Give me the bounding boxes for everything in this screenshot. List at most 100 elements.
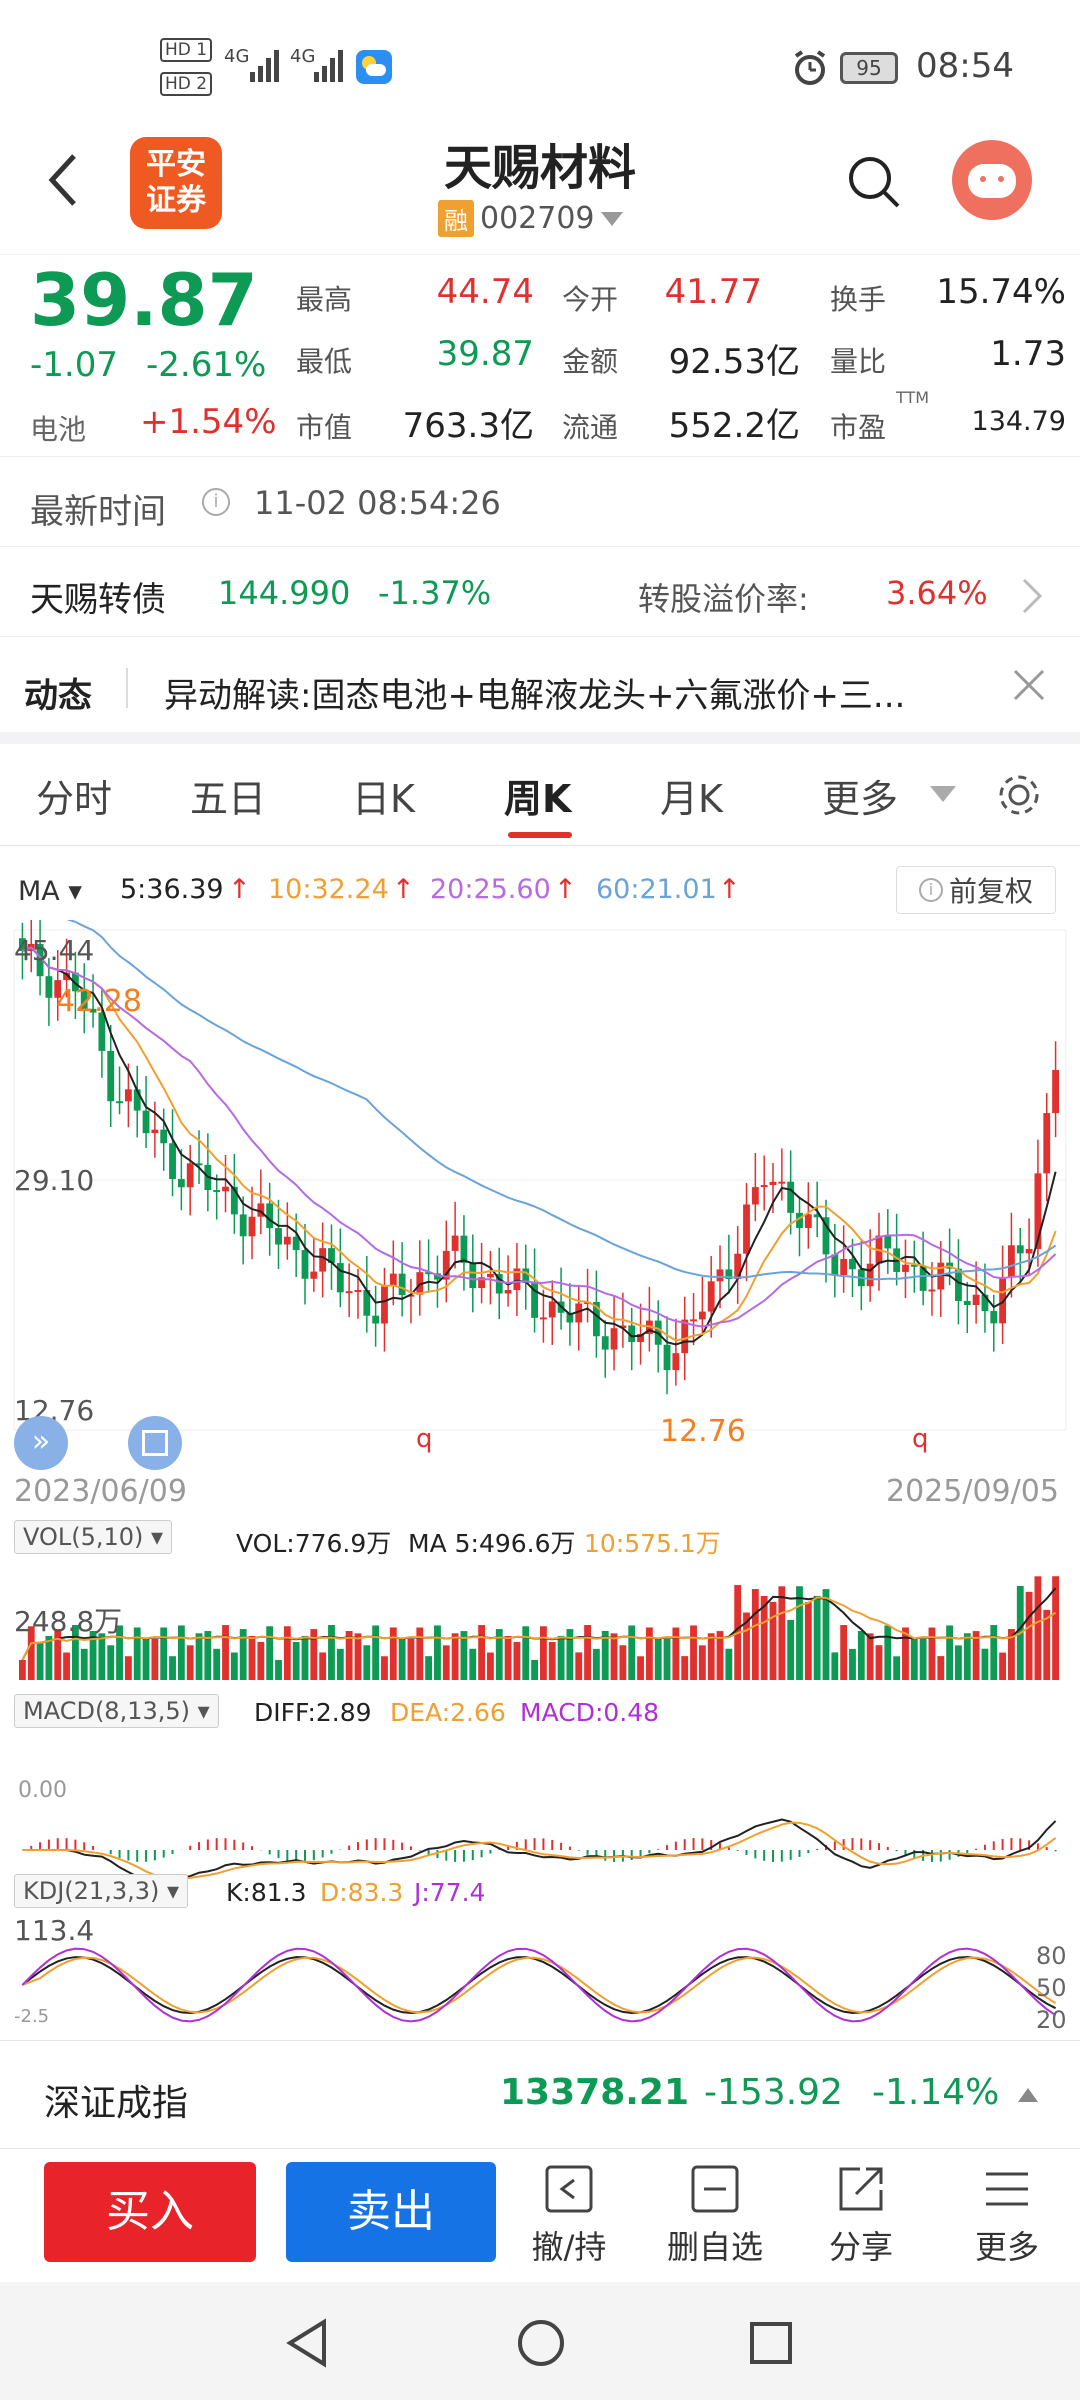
back-icon[interactable] [44, 150, 84, 210]
moving-average-lines [22, 920, 1057, 1346]
macd-bar [418, 1850, 421, 1851]
macd-bar [816, 1848, 819, 1850]
macd-bar [1001, 1839, 1004, 1850]
tab-five-day[interactable]: 五日 [190, 777, 267, 821]
chevron-up-icon[interactable] [1018, 2088, 1038, 2102]
candle-body [1016, 1245, 1024, 1254]
volume-bar [328, 1625, 335, 1680]
candle-body [213, 1190, 221, 1193]
macd-bar [568, 1846, 571, 1850]
kdj-indicator-selector[interactable]: KDJ(21,3,3) ▾ [14, 1874, 189, 1908]
price-change-pct: -2.61% [146, 345, 267, 385]
sell-button[interactable]: 卖出 [286, 2162, 496, 2262]
volume-bar [972, 1631, 980, 1680]
search-icon[interactable] [846, 154, 902, 210]
index-change: -153.92 [704, 2072, 843, 2113]
nav-recents-icon[interactable] [748, 2320, 794, 2366]
j-line [21, 1947, 1057, 2023]
sector-change[interactable]: +1.54% [140, 402, 277, 442]
candle-body [478, 1277, 486, 1289]
candle-body [928, 1289, 936, 1292]
withdraw-button[interactable]: 撤/持 [514, 2164, 624, 2268]
macd-bar [763, 1850, 766, 1861]
premium-value: 3.64% [886, 574, 988, 612]
more-button[interactable]: 更多 [952, 2164, 1062, 2268]
candle-body [919, 1266, 927, 1291]
volume-bar [637, 1656, 644, 1680]
tab-weekly-k[interactable]: 周K [504, 777, 572, 821]
close-icon[interactable] [1012, 668, 1046, 702]
macd-bar [198, 1842, 201, 1850]
tab-monthly-k[interactable]: 月K [660, 777, 723, 821]
index-bar[interactable] [0, 2040, 1080, 2148]
candle-body [796, 1212, 803, 1229]
tab-daily-k[interactable]: 日K [352, 777, 415, 821]
macd-bar [330, 1850, 333, 1854]
candle-body [54, 980, 62, 998]
alarm-icon [794, 50, 826, 85]
nav-back-icon[interactable] [284, 2318, 330, 2368]
candle-body [522, 1268, 530, 1284]
macd-bar [542, 1838, 545, 1850]
ma-selector[interactable]: MA ▾ [18, 876, 82, 907]
chevron-down-icon[interactable] [930, 786, 956, 802]
adjust-mode-button[interactable]: i 前复权 [896, 866, 1056, 914]
info-icon[interactable]: i [202, 488, 230, 516]
vol-indicator-selector[interactable]: VOL(5,10) ▾ [14, 1520, 173, 1554]
volume-bar [319, 1652, 327, 1680]
tab-more[interactable]: 更多 [822, 777, 899, 821]
volume-bar [116, 1625, 123, 1680]
buy-button[interactable]: 买入 [44, 2162, 256, 2262]
candle-body [487, 1273, 494, 1278]
chevron-right-icon[interactable] [1020, 576, 1044, 616]
macd-bar [551, 1839, 554, 1850]
signal-icon-2 [314, 50, 343, 82]
candle-body [257, 1203, 265, 1217]
tab-intraday[interactable]: 分时 [36, 777, 113, 821]
macd-bar [312, 1850, 315, 1861]
volume-bar [63, 1652, 70, 1680]
kline-charts[interactable] [0, 920, 1080, 2030]
event-marker-2[interactable]: q [912, 1424, 929, 1454]
candle-body [566, 1312, 574, 1323]
macd-bar [577, 1850, 580, 1851]
volume-bar [36, 1641, 44, 1680]
open-value: 41.77 [664, 272, 762, 312]
volume-bar [910, 1638, 918, 1680]
candle-body [363, 1290, 371, 1316]
volume-bar [628, 1625, 636, 1680]
macd-indicator-selector[interactable]: MACD(8,13,5) ▾ [14, 1694, 219, 1728]
volume-bar [857, 1630, 865, 1680]
sector-label[interactable]: 电池 [30, 413, 87, 446]
news-text[interactable]: 异动解读:固态电池+电解液龙头+六氟涨价+三... [164, 676, 906, 716]
price-axis-mid: 29.10 [14, 1164, 95, 1197]
index-value: 13378.21 [500, 2072, 690, 2113]
volume-bar [186, 1645, 194, 1680]
volume-bar [990, 1625, 998, 1680]
event-marker-1[interactable]: q [416, 1424, 433, 1454]
volume-bar [495, 1629, 503, 1680]
candle-body [1034, 1173, 1042, 1249]
macd-bar [480, 1850, 483, 1858]
assistant-avatar[interactable] [952, 140, 1032, 220]
volume-bar [266, 1626, 274, 1680]
nav-home-icon[interactable] [516, 2318, 566, 2368]
candle-body [336, 1263, 344, 1293]
candle-body [592, 1301, 600, 1337]
fullscreen-icon[interactable] [128, 1416, 182, 1470]
price-axis-top: 45.44 [14, 934, 95, 967]
stock-code-selector[interactable]: 融 002709 [438, 200, 623, 237]
gear-icon[interactable] [996, 772, 1042, 818]
volume-bar [884, 1625, 892, 1680]
remove-favorite-button[interactable]: 删自选 [660, 2164, 770, 2268]
bond-name[interactable]: 天赐转债 [30, 580, 166, 620]
macd-bar [224, 1838, 227, 1850]
share-button[interactable]: 分享 [806, 2164, 916, 2268]
candle-body [283, 1236, 291, 1245]
fast-forward-icon[interactable]: » [14, 1416, 68, 1470]
volume-bar [1008, 1629, 1015, 1680]
withdraw-label: 撤/持 [531, 2228, 607, 2266]
candle-body [849, 1258, 856, 1270]
candle-body [89, 1008, 97, 1013]
candle-body [310, 1271, 318, 1279]
